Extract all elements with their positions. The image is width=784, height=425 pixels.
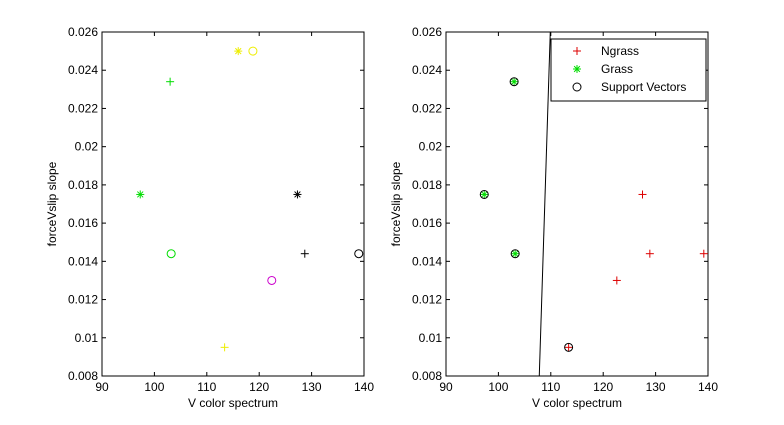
y-tick-label: 0.022	[68, 101, 98, 115]
y-tick-label: 0.01	[419, 331, 443, 345]
x-tick-label: 140	[354, 380, 374, 394]
x-axis-label: V color spectrum	[188, 396, 278, 410]
data-point	[300, 249, 309, 258]
legend-label: Grass	[601, 62, 633, 76]
x-tick-label: 120	[249, 380, 269, 394]
left-scatter-plot: 90 100 110 120 130 140 0.008 0.01 0.012 0.014 0.01…	[45, 25, 374, 410]
data-point	[234, 47, 243, 56]
x-tick-label: 110	[197, 380, 216, 394]
data-point	[293, 190, 302, 199]
y-tick-label: 0.01	[75, 331, 99, 345]
y-tick-label: 0.024	[68, 63, 98, 77]
data-point	[166, 249, 176, 259]
x-tick-label: 140	[698, 380, 718, 394]
y-tick-label: 0.018	[68, 178, 98, 192]
legend-marker	[573, 47, 581, 55]
x-tick-label: 100	[144, 380, 164, 394]
support-vector-point	[479, 189, 489, 199]
x-tick-label: 130	[646, 380, 666, 394]
plot-area	[101, 31, 365, 377]
data-point-ngrass	[645, 249, 654, 258]
data-point-grass	[510, 77, 519, 86]
right-scatter-plot: 90 100 110 120 130 140 0.008 0.01 0.012 0.014 0.01…	[389, 25, 718, 410]
y-tick-label: 0.008	[68, 369, 98, 383]
y-axis-label: forceVslip slope	[45, 161, 59, 246]
data-point-ngrass	[638, 190, 647, 199]
y-tick-label: 0.026	[412, 25, 442, 39]
data-point	[136, 190, 145, 199]
y-tick-label: 0.024	[412, 63, 442, 77]
x-tick-label: 90	[95, 380, 109, 394]
support-vector-point	[510, 249, 520, 259]
data-point	[220, 343, 229, 352]
y-tick-label: 0.014	[68, 254, 98, 268]
data-point-grass	[511, 249, 520, 258]
decision-boundary-line	[538, 31, 551, 377]
y-tick-label: 0.016	[68, 216, 98, 230]
y-tick-label: 0.02	[419, 140, 443, 154]
legend: Ngrass Grass Support Vectors	[550, 38, 707, 102]
y-tick-label: 0.012	[68, 293, 98, 307]
data-point-ngrass	[564, 343, 573, 352]
y-tick-label: 0.026	[68, 25, 98, 39]
legend-marker	[573, 65, 581, 73]
y-tick-label: 0.022	[412, 101, 442, 115]
y-axis-label: forceVslip slope	[389, 161, 403, 246]
x-tick-label: 130	[302, 380, 322, 394]
data-point-ngrass	[699, 249, 708, 258]
y-tick-label: 0.02	[75, 140, 99, 154]
x-tick-label: 110	[541, 380, 560, 394]
data-point	[166, 77, 175, 86]
y-tick-label: 0.014	[412, 254, 442, 268]
x-tick-label: 90	[439, 380, 453, 394]
data-point-grass	[480, 190, 489, 199]
support-vector-point	[509, 77, 519, 87]
legend-label: Support Vectors	[601, 80, 686, 94]
legend-marker	[572, 82, 582, 92]
data-point	[354, 249, 364, 259]
y-tick-label: 0.012	[412, 293, 442, 307]
x-tick-label: 120	[593, 380, 613, 394]
data-point-ngrass	[612, 276, 621, 285]
y-tick-label: 0.008	[412, 369, 442, 383]
y-tick-label: 0.018	[412, 178, 442, 192]
y-tick-label: 0.016	[412, 216, 442, 230]
x-tick-label: 100	[488, 380, 508, 394]
data-point	[248, 46, 258, 56]
support-vector-point	[564, 342, 574, 352]
data-point	[267, 275, 277, 285]
x-axis-label: V color spectrum	[532, 396, 622, 410]
legend-label: Ngrass	[601, 44, 639, 58]
